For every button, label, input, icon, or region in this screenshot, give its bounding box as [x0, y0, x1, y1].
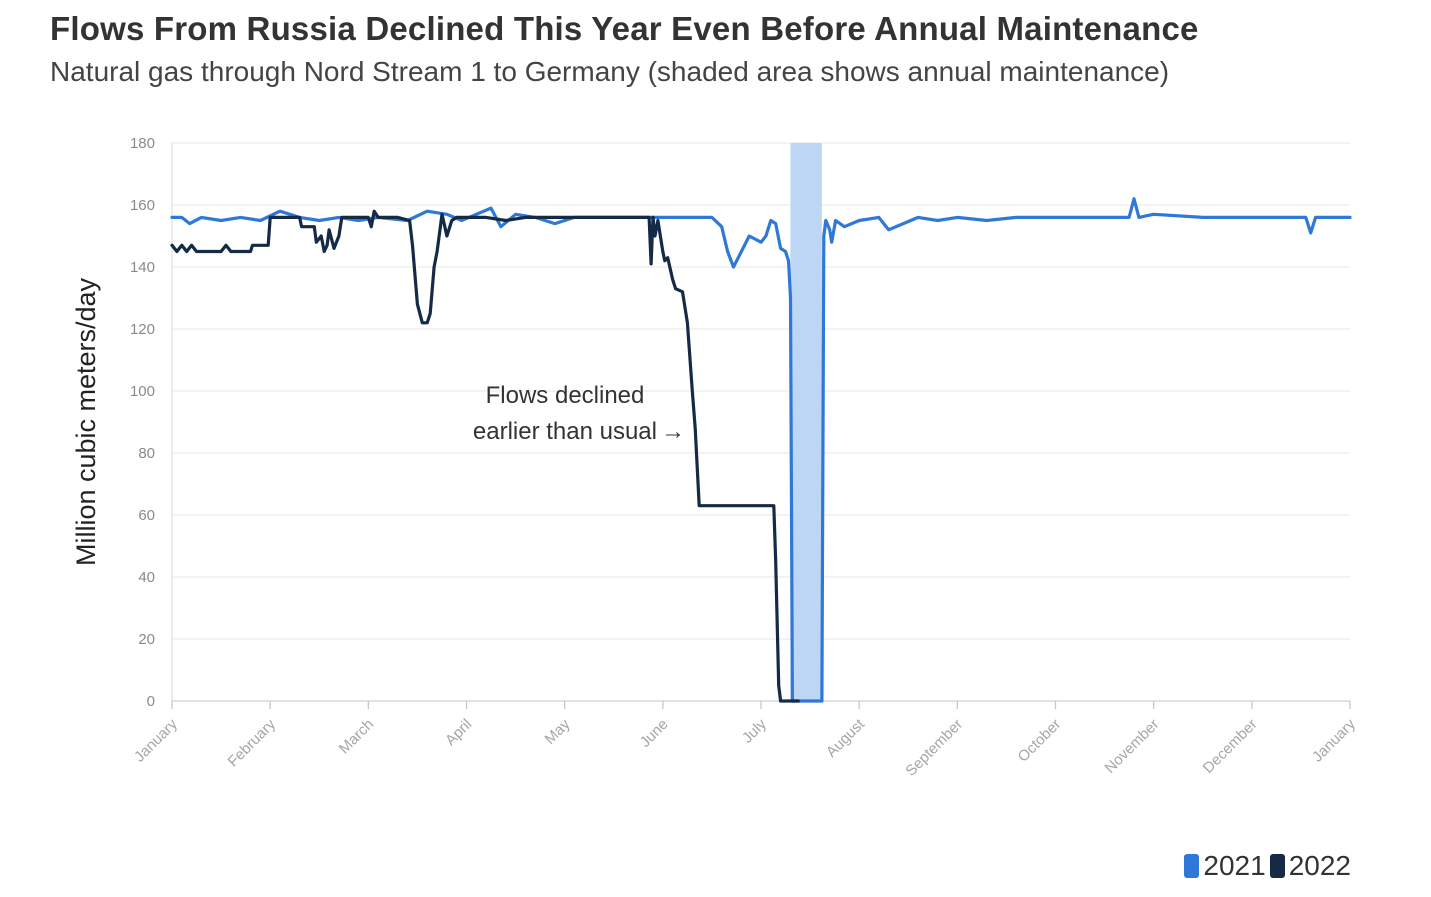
- y-tick-label-180: 180: [130, 135, 155, 152]
- x-tick-label-4: May: [541, 715, 573, 747]
- y-tick-label-140: 140: [130, 259, 155, 276]
- y-tick-label-100: 100: [130, 383, 155, 400]
- series-line-2022: [170, 209, 800, 703]
- legend-item-2021: 2021: [1184, 850, 1266, 882]
- maintenance-shading: [790, 143, 822, 701]
- annotation-line-2: earlier than usual: [473, 418, 657, 445]
- y-tick-label-40: 40: [138, 569, 155, 586]
- annotation-line-1: Flows declined: [486, 382, 645, 409]
- x-tick-label-1: February: [225, 715, 280, 770]
- x-tick-label-0: January: [131, 715, 181, 765]
- series-line-2021: [170, 197, 1352, 703]
- x-tick-label-6: July: [739, 715, 770, 746]
- legend-swatch-2021: [1184, 854, 1200, 878]
- chart-title: Flows From Russia Declined This Year Eve…: [50, 10, 1199, 47]
- y-tick-label-160: 160: [130, 197, 155, 214]
- y-tick-label-120: 120: [130, 321, 155, 338]
- chart-subtitle: Natural gas through Nord Stream 1 to Ger…: [50, 56, 1170, 87]
- legend-swatch-2022: [1269, 854, 1285, 878]
- axes: [171, 143, 1351, 709]
- x-tick-label-5: June: [637, 716, 672, 751]
- x-tick-label-3: April: [442, 716, 475, 749]
- annotation: Flows declined earlier than usual →: [473, 382, 685, 445]
- x-tick-label-7: August: [823, 715, 869, 761]
- annotation-arrow: →: [661, 418, 685, 445]
- x-tick-label-10: November: [1102, 716, 1163, 777]
- y-tick-label-80: 80: [138, 445, 155, 462]
- y-tick-label-0: 0: [147, 693, 155, 710]
- legend-label-2022: 2022: [1288, 850, 1351, 881]
- x-tick-label-8: September: [902, 716, 966, 780]
- legend-label-2021: 2021: [1203, 850, 1266, 881]
- series-layer: [170, 197, 1352, 703]
- y-tick-label-60: 60: [138, 507, 155, 524]
- gridlines: [172, 142, 1350, 640]
- y-axis-label: Million cubic meters/day: [71, 277, 101, 566]
- legend-item-2022: 2022: [1269, 850, 1351, 882]
- x-tick-label-12: January: [1309, 715, 1359, 765]
- maintenance-band-layer: [790, 143, 822, 701]
- x-tick-label-9: October: [1015, 716, 1065, 766]
- x-tick-label-11: December: [1200, 716, 1261, 777]
- y-tick-label-20: 20: [138, 631, 155, 648]
- x-tick-label-2: March: [336, 716, 377, 757]
- legend: 2021 2022: [1184, 850, 1351, 882]
